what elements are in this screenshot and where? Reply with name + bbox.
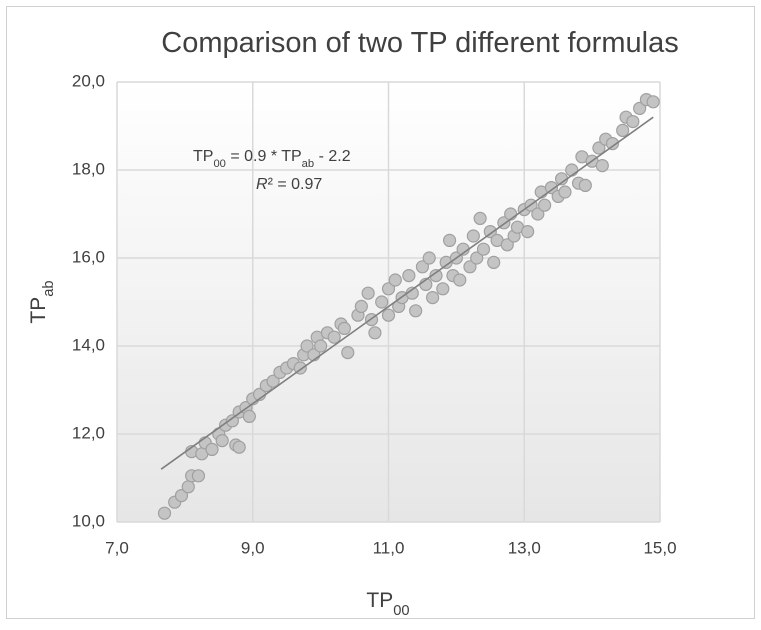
- point: [531, 207, 545, 221]
- x-tick-label: 15,0: [643, 538, 676, 557]
- point: [388, 273, 402, 287]
- point: [538, 198, 552, 212]
- y-axis-title-part: TP: [27, 297, 50, 324]
- point: [191, 469, 206, 483]
- point: [544, 181, 559, 195]
- point: [605, 137, 620, 151]
- x-axis-title-part: 00: [393, 603, 409, 619]
- y-tick-label: 10,0: [72, 511, 105, 530]
- x-tick-label: 7,0: [105, 538, 129, 557]
- point: [242, 409, 256, 423]
- point: [476, 242, 491, 256]
- point: [215, 434, 229, 448]
- y-axis-title-part: ab: [41, 280, 57, 296]
- y-tick-label: 20,0: [72, 71, 105, 90]
- point: [595, 159, 609, 173]
- point: [422, 251, 436, 265]
- point: [470, 251, 484, 265]
- trendline-equation-part: ab: [302, 158, 314, 170]
- point: [473, 211, 487, 225]
- trendline-equation-part: 00: [213, 158, 225, 170]
- point: [174, 489, 189, 503]
- point: [381, 308, 396, 322]
- point: [157, 506, 172, 520]
- x-tick-label: 11,0: [373, 538, 405, 557]
- point: [327, 330, 341, 344]
- r-squared-part: R: [256, 176, 268, 193]
- point: [521, 225, 535, 239]
- point: [341, 346, 355, 360]
- r-squared-part: ² = 0.97: [268, 176, 323, 193]
- point: [558, 185, 572, 199]
- point: [232, 440, 246, 454]
- x-axis-title: TP00: [366, 589, 409, 619]
- x-axis-title-part: TP: [366, 589, 393, 612]
- point: [181, 480, 195, 494]
- point: [500, 238, 514, 252]
- point: [409, 304, 423, 318]
- point: [616, 123, 630, 137]
- point: [415, 260, 430, 274]
- trendline: [160, 116, 654, 470]
- point: [354, 299, 368, 313]
- x-tick-label: 9,0: [241, 538, 265, 557]
- trendline-equation-part: = 0.9: [226, 148, 271, 165]
- point: [646, 95, 660, 109]
- point: [466, 229, 480, 243]
- point: [436, 282, 450, 296]
- trendline-equation-part: - 2.2: [314, 148, 351, 165]
- point: [314, 339, 328, 353]
- point: [361, 286, 375, 300]
- y-tick-label: 12,0: [72, 423, 105, 442]
- r-squared: R² = 0.97: [256, 176, 322, 193]
- point: [442, 233, 457, 247]
- point: [205, 442, 219, 456]
- point: [487, 255, 501, 269]
- point: [300, 339, 314, 353]
- point: [578, 178, 592, 192]
- point: [337, 321, 351, 335]
- point: [381, 282, 396, 296]
- point: [463, 260, 477, 274]
- y-tick-label: 18,0: [72, 159, 105, 178]
- x-tick-label: 13,0: [508, 538, 541, 557]
- point: [368, 326, 382, 340]
- trendline-equation-part: TP: [277, 148, 302, 165]
- point: [565, 163, 579, 177]
- y-tick-label: 16,0: [72, 247, 105, 266]
- point: [225, 414, 239, 428]
- y-tick-label: 14,0: [72, 335, 105, 354]
- point: [266, 374, 280, 388]
- point: [429, 269, 443, 283]
- point: [453, 273, 467, 287]
- point: [402, 269, 416, 283]
- y-axis-title: TPab: [27, 280, 57, 323]
- point: [592, 141, 606, 155]
- trendline-equation-part: TP: [193, 148, 213, 165]
- chart-title: Comparison of two TP different formulas: [161, 27, 678, 59]
- point: [426, 291, 440, 305]
- point: [633, 101, 647, 116]
- point: [483, 225, 497, 239]
- point: [626, 114, 640, 129]
- trendline-equation-part: *: [271, 148, 277, 165]
- point: [375, 295, 389, 309]
- trendline-equation: TP00 = 0.9 * TPab - 2.2: [193, 148, 351, 170]
